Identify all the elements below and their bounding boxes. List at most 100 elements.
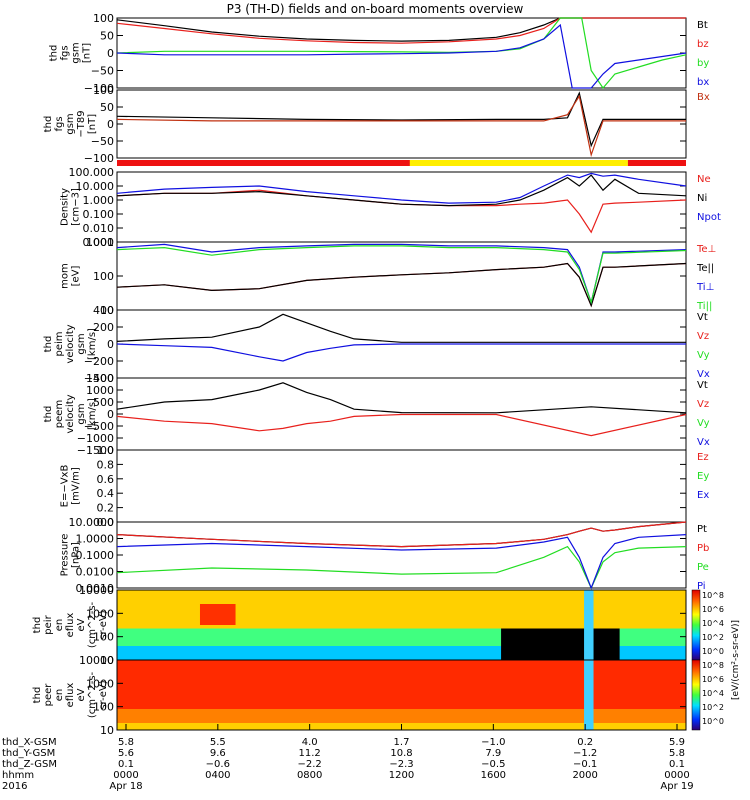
y-axis-label: thd [43, 336, 54, 353]
x-tick-value: 2000 [572, 770, 597, 781]
x-tick-value: −2.2 [298, 759, 322, 770]
colorbar-tick-label: 10^4 [702, 689, 724, 698]
y-axis-label: [eV] [71, 266, 82, 287]
legend-entry: Pe [697, 562, 709, 573]
x-tick-value: Apr 19 [660, 781, 693, 792]
x-tick-value: −0.1 [573, 759, 597, 770]
y-axis-label: eV [76, 618, 87, 631]
y-axis-label: eV [76, 688, 87, 701]
y-axis-label: sr-eV) [98, 680, 109, 709]
colorbar-unit-label: [eV/(cm²-s-sr-eV)] [731, 620, 741, 700]
y-tick-label: 1.0 [97, 444, 115, 457]
y-axis-label: peim [54, 331, 65, 356]
legend-entry: Ne [697, 174, 711, 185]
series-line-Te⊥ [116, 262, 687, 308]
y-axis-label: gsm [65, 113, 76, 134]
y-tick-label: −200 [84, 355, 114, 368]
y-tick-label: 500 [93, 396, 114, 409]
legend-entry: Vy [697, 418, 710, 429]
y-tick-label: −1500 [77, 444, 114, 457]
x-row-label: thd_X-GSM [2, 737, 57, 748]
y-axis-label: thd [43, 116, 54, 133]
y-tick-label: −100 [84, 82, 114, 95]
legend-entry: Vz [697, 331, 709, 342]
heatmap-crossing-stripe [584, 590, 594, 660]
x-row-label: 2016 [2, 781, 27, 792]
y-tick-label: 10 [100, 724, 114, 737]
series-line-Vt [116, 313, 686, 343]
mode-bar-fast [409, 160, 628, 166]
y-tick-label: 10000 [79, 654, 114, 667]
heatmap-crossing-stripe [584, 660, 594, 730]
y-axis-label: mom [60, 263, 71, 289]
y-axis-label: sr-eV) [98, 610, 109, 639]
mode-bar-slow [117, 160, 411, 166]
x-row-label: hhmm [2, 770, 34, 781]
y-tick-label: −400 [84, 372, 114, 385]
y-axis-label: (cm^2-s- [87, 671, 98, 718]
y-axis-label: (cm^2-s- [87, 601, 98, 648]
y-axis-label: thd [32, 687, 43, 704]
x-tick-value: −0.6 [206, 759, 230, 770]
legend-entry: Vt [697, 380, 708, 391]
y-tick-label: 100 [93, 631, 114, 644]
x-tick-value: 7.9 [485, 748, 501, 759]
y-tick-label: 0.8 [97, 458, 115, 471]
x-tick-value: −0.5 [481, 759, 505, 770]
legend-entry: Bt [697, 20, 708, 31]
y-axis-label: thd [32, 617, 43, 634]
y-tick-label: 0.010 [83, 222, 115, 235]
y-tick-label: 50 [100, 30, 114, 43]
y-axis-label: Density [60, 188, 71, 226]
x-tick-value: 9.6 [210, 748, 226, 759]
colorbar-tick-label: 10^2 [702, 633, 724, 642]
y-tick-label: 0 [107, 118, 114, 131]
panel-frame-density [116, 171, 687, 243]
x-tick-value: 5.5 [210, 737, 226, 748]
legend-entry: Vt [697, 312, 708, 323]
series-line-Ne [116, 189, 687, 234]
y-axis-label: gsm [76, 403, 87, 424]
y-axis-label: Pressure [60, 534, 71, 577]
y-tick-label: 1500 [86, 372, 114, 385]
x-tick-value: −1.2 [573, 748, 597, 759]
y-tick-label: 0 [107, 408, 114, 421]
y-tick-label: 10.000 [76, 180, 115, 193]
series-line-Te|| [116, 262, 687, 308]
y-tick-label: 50 [100, 101, 114, 114]
y-axis-label: en [54, 619, 65, 632]
y-axis-label: [nT] [82, 43, 93, 63]
colorbar-tick-label: 10^8 [702, 661, 724, 670]
y-tick-label: 100.000 [69, 166, 115, 179]
legend-entry: Pi [697, 581, 706, 592]
y-axis-label: en [54, 689, 65, 702]
y-tick-label: 1.0000 [76, 533, 115, 546]
y-tick-label: 0.2 [97, 502, 115, 515]
y-axis-label: [mV/m] [71, 467, 82, 505]
y-axis-label: velocity [65, 394, 76, 433]
y-axis-label: peer [43, 683, 54, 707]
colorbar-tick-label: 10^2 [702, 703, 724, 712]
colorbar-tick-label: 10^6 [702, 605, 724, 614]
y-axis-label: fgs [54, 116, 65, 131]
y-tick-label: 0.100 [83, 208, 115, 221]
series-line-Vx [116, 343, 686, 362]
x-row-label: thd_Z-GSM [2, 759, 57, 770]
x-tick-value: 5.9 [669, 737, 685, 748]
x-tick-value: 0.1 [669, 759, 685, 770]
y-tick-label: 400 [93, 304, 114, 317]
series-line-Bt [116, 91, 686, 148]
legend-entry: Ni [697, 193, 707, 204]
y-tick-label: −1000 [77, 432, 114, 445]
series-line-bx [116, 23, 687, 89]
legend-entry: Te|| [696, 263, 714, 274]
y-tick-label: 100 [93, 270, 114, 283]
y-axis-label: eflux [65, 683, 76, 708]
y-tick-label: 0.1000 [76, 549, 115, 562]
heatmap-band [117, 660, 686, 709]
x-tick-value: 5.8 [118, 737, 134, 748]
heatmap-band [117, 709, 686, 723]
series-line-Bx [116, 94, 686, 158]
x-tick-value: 11.2 [299, 748, 321, 759]
